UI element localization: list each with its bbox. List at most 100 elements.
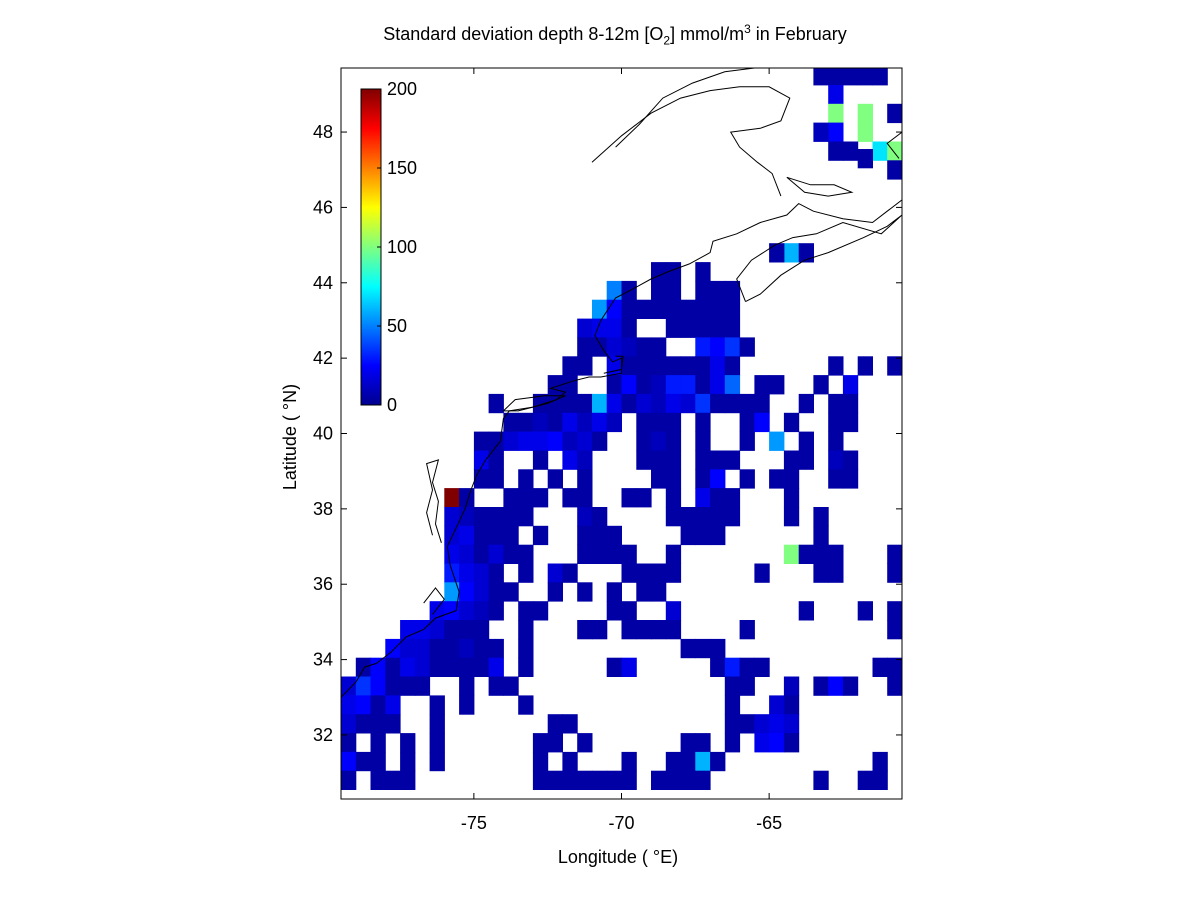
heatmap-cell xyxy=(444,601,460,621)
heatmap-cell xyxy=(857,149,873,169)
heatmap-cell xyxy=(783,676,800,696)
heatmap-cell xyxy=(444,582,460,602)
heatmap-cell xyxy=(651,450,667,470)
heatmap-cell xyxy=(547,375,563,395)
heatmap-cell xyxy=(473,450,490,470)
y-tick-label: 44 xyxy=(313,273,333,293)
heatmap-cell xyxy=(429,657,445,677)
heatmap-cell xyxy=(651,375,667,395)
heatmap-cell xyxy=(695,525,711,546)
heatmap-cell xyxy=(577,431,593,451)
heatmap-cell xyxy=(695,356,711,376)
heatmap-cell xyxy=(621,751,637,772)
heatmap-cell xyxy=(636,393,652,414)
heatmap-cell xyxy=(842,375,859,395)
heatmap-cell xyxy=(710,488,726,508)
heatmap-cell xyxy=(636,620,652,640)
heatmap-cell xyxy=(710,469,726,489)
heatmap-cell xyxy=(577,582,593,602)
heatmap-cell xyxy=(473,507,490,527)
heatmap-cell xyxy=(577,507,593,527)
heatmap-cell xyxy=(562,375,578,395)
heatmap-cell xyxy=(665,356,682,376)
heatmap-cell xyxy=(636,582,652,602)
heatmap-cell xyxy=(887,601,902,621)
colorbar-tick-label: 200 xyxy=(387,79,417,99)
heatmap-cell xyxy=(665,620,682,640)
heatmap-cell xyxy=(724,280,741,301)
heatmap-cell xyxy=(828,544,844,564)
heatmap-cell xyxy=(710,337,726,357)
heatmap-cell xyxy=(385,676,401,696)
y-tick-label: 48 xyxy=(313,122,333,142)
heatmap-cell xyxy=(798,393,814,414)
heatmap-cell xyxy=(769,469,785,489)
heatmap-cell xyxy=(739,657,755,677)
heatmap-cell xyxy=(532,751,549,772)
heatmap-cell xyxy=(341,751,357,772)
heatmap-cell xyxy=(710,525,726,546)
heatmap-cell xyxy=(473,601,490,621)
heatmap-cell xyxy=(710,299,726,319)
heatmap-cell xyxy=(769,375,785,395)
heatmap-cell xyxy=(739,337,755,357)
heatmap-cell xyxy=(710,657,726,677)
heatmap-cell xyxy=(783,733,800,753)
heatmap-cell xyxy=(577,488,593,508)
heatmap-cell xyxy=(488,676,504,696)
heatmap-cell xyxy=(651,337,667,357)
coastline-chesapeake xyxy=(426,459,442,543)
heatmap-cell xyxy=(473,469,490,489)
heatmap-cell xyxy=(887,563,902,583)
heatmap-cell xyxy=(429,620,445,640)
heatmap-cell xyxy=(400,638,416,659)
heatmap-cell xyxy=(547,412,563,433)
coastline-pamlico xyxy=(423,587,445,615)
heatmap-cell xyxy=(459,620,475,640)
heatmap-cell xyxy=(444,525,460,546)
heatmap-cell xyxy=(813,676,829,696)
heatmap-cell xyxy=(842,68,859,86)
heatmap-cell xyxy=(695,262,711,282)
heatmap-cell xyxy=(665,412,682,433)
heatmap-cell xyxy=(592,318,608,338)
heatmap-cell xyxy=(857,68,873,86)
heatmap-cell xyxy=(592,525,608,546)
heatmap-cell xyxy=(828,563,844,583)
x-tick-label: -75 xyxy=(461,813,487,833)
y-tick-label: 46 xyxy=(313,197,333,217)
title-subscript: 2 xyxy=(663,33,671,48)
heatmap-cell xyxy=(813,375,829,395)
heatmap-cell xyxy=(370,770,386,790)
heatmap-cell xyxy=(606,412,622,433)
heatmap-cell xyxy=(695,638,711,659)
heatmap-cell xyxy=(532,450,549,470)
heatmap-cell xyxy=(503,676,519,696)
heatmap-cell xyxy=(887,544,902,564)
heatmap-cell xyxy=(473,431,490,451)
coastline-pei xyxy=(786,176,854,197)
heatmap-cell xyxy=(783,412,800,433)
heatmap-cell xyxy=(488,450,504,470)
heatmap-cell xyxy=(532,601,549,621)
coastline-nova-scotia xyxy=(736,214,902,303)
heatmap-cell xyxy=(400,657,416,677)
heatmap-cell xyxy=(459,525,475,546)
heatmap-cell xyxy=(473,563,490,583)
heatmap-cell xyxy=(783,469,800,489)
heatmap-cell xyxy=(887,141,902,161)
heatmap-cell xyxy=(562,393,578,414)
heatmap-cell xyxy=(518,469,534,489)
heatmap-cell xyxy=(592,770,608,790)
heatmap-cell xyxy=(724,375,741,395)
heatmap-cell xyxy=(414,657,431,677)
heatmap-cell xyxy=(621,393,637,414)
heatmap-cell xyxy=(769,243,785,263)
heatmap-cell xyxy=(606,770,622,790)
heatmap-cell xyxy=(680,751,696,772)
heatmap-cell xyxy=(518,544,534,564)
heatmap-cell xyxy=(370,657,386,677)
heatmap-cell xyxy=(621,657,637,677)
heatmap-cell xyxy=(769,714,785,734)
heatmap-cell xyxy=(665,299,682,319)
